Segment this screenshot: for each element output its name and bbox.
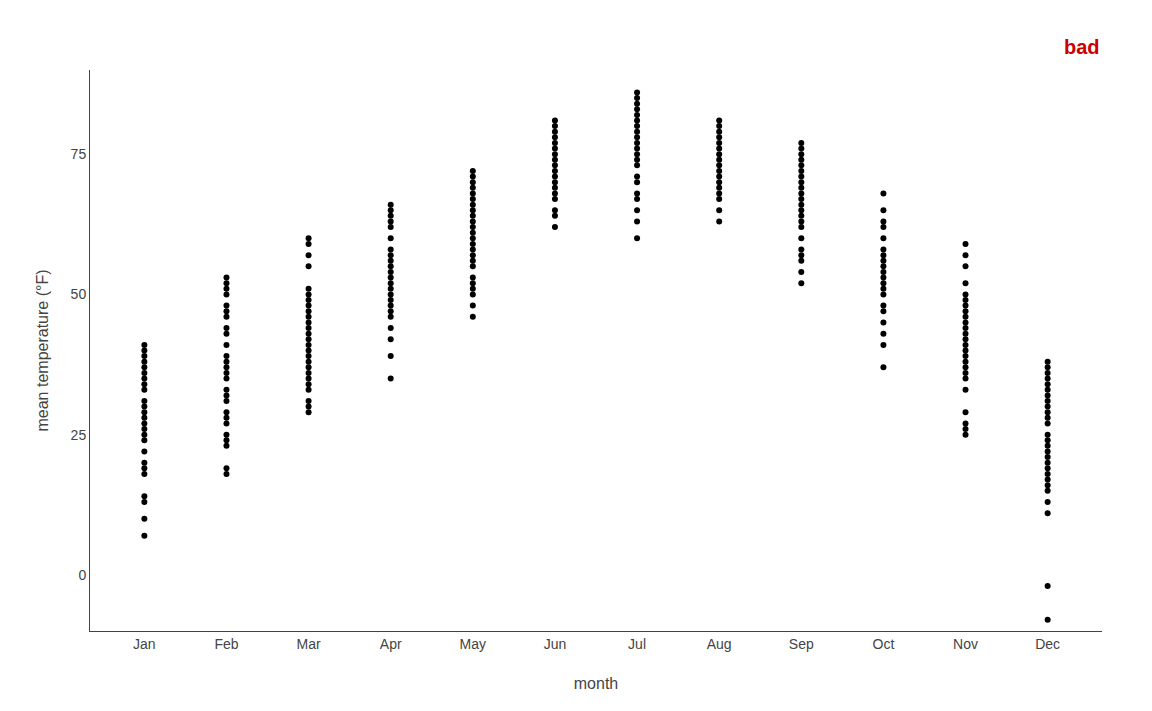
svg-text:Jul: Jul xyxy=(628,636,646,652)
svg-text:May: May xyxy=(460,636,486,652)
svg-text:0: 0 xyxy=(78,567,86,583)
svg-text:Jun: Jun xyxy=(544,636,567,652)
svg-text:Aug: Aug xyxy=(707,636,732,652)
svg-text:Nov: Nov xyxy=(953,636,978,652)
svg-text:50: 50 xyxy=(71,286,87,302)
svg-text:Oct: Oct xyxy=(873,636,895,652)
svg-text:Mar: Mar xyxy=(297,636,321,652)
svg-text:Sep: Sep xyxy=(789,636,814,652)
svg-text:Jan: Jan xyxy=(133,636,156,652)
svg-text:bad: bad xyxy=(1064,36,1100,58)
svg-text:Feb: Feb xyxy=(214,636,238,652)
svg-text:25: 25 xyxy=(71,427,87,443)
svg-text:month: month xyxy=(574,675,618,692)
svg-text:Apr: Apr xyxy=(380,636,402,652)
svg-text:Dec: Dec xyxy=(1035,636,1060,652)
svg-text:mean temperature (°F): mean temperature (°F) xyxy=(34,269,51,431)
svg-text:75: 75 xyxy=(71,146,87,162)
